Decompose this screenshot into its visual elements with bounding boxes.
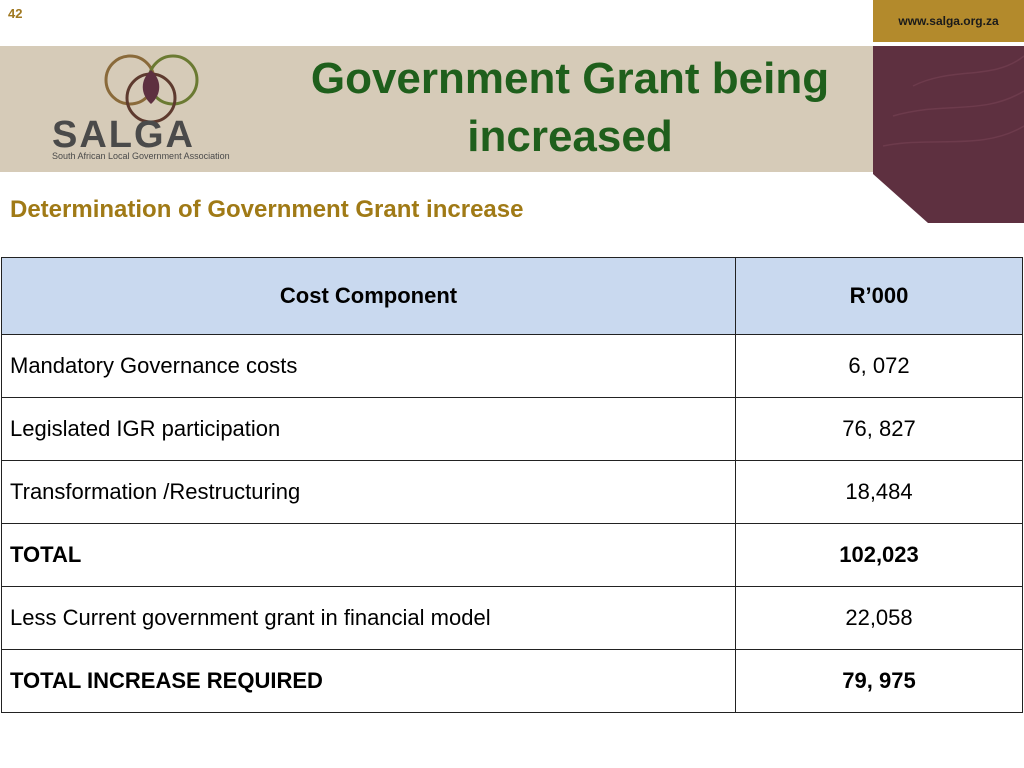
table-row: Legislated IGR participation 76, 827 bbox=[1, 397, 1023, 461]
slide-number: 42 bbox=[8, 6, 23, 21]
row-value: 6, 072 bbox=[735, 334, 1023, 398]
header-banner bbox=[0, 46, 873, 172]
logo-wordmark: SALGA bbox=[52, 114, 195, 156]
row-value: 18,484 bbox=[735, 460, 1023, 524]
logo-tagline: South African Local Government Associati… bbox=[52, 151, 230, 161]
slide-subtitle: Determination of Government Grant increa… bbox=[10, 196, 524, 223]
row-label: Legislated IGR participation bbox=[1, 397, 736, 461]
table-row: Less Current government grant in financi… bbox=[1, 586, 1023, 650]
total-row: TOTAL 102,023 bbox=[1, 523, 1023, 587]
header-cost-component: Cost Component bbox=[1, 257, 736, 335]
row-value: 22,058 bbox=[735, 586, 1023, 650]
table-header-row: Cost Component R’000 bbox=[1, 257, 1023, 335]
corner-decoration bbox=[873, 46, 1024, 223]
row-label: Transformation /Restructuring bbox=[1, 460, 736, 524]
row-value: 76, 827 bbox=[735, 397, 1023, 461]
row-value: 79, 975 bbox=[735, 649, 1023, 713]
table-row: Transformation /Restructuring 18,484 bbox=[1, 460, 1023, 524]
row-label: Mandatory Governance costs bbox=[1, 334, 736, 398]
total-increase-row: TOTAL INCREASE REQUIRED 79, 975 bbox=[1, 649, 1023, 713]
header-value: R’000 bbox=[735, 257, 1023, 335]
row-label: TOTAL bbox=[1, 523, 736, 587]
slide-title: Government Grant being increased bbox=[310, 54, 830, 161]
table-row: Mandatory Governance costs 6, 072 bbox=[1, 334, 1023, 398]
row-value: 102,023 bbox=[735, 523, 1023, 587]
salga-logo-icon bbox=[104, 54, 199, 124]
cost-table: Cost Component R’000 Mandatory Governanc… bbox=[1, 257, 1023, 713]
row-label: TOTAL INCREASE REQUIRED bbox=[1, 649, 736, 713]
row-label: Less Current government grant in financi… bbox=[1, 586, 736, 650]
website-link[interactable]: www.salga.org.za bbox=[873, 0, 1024, 42]
